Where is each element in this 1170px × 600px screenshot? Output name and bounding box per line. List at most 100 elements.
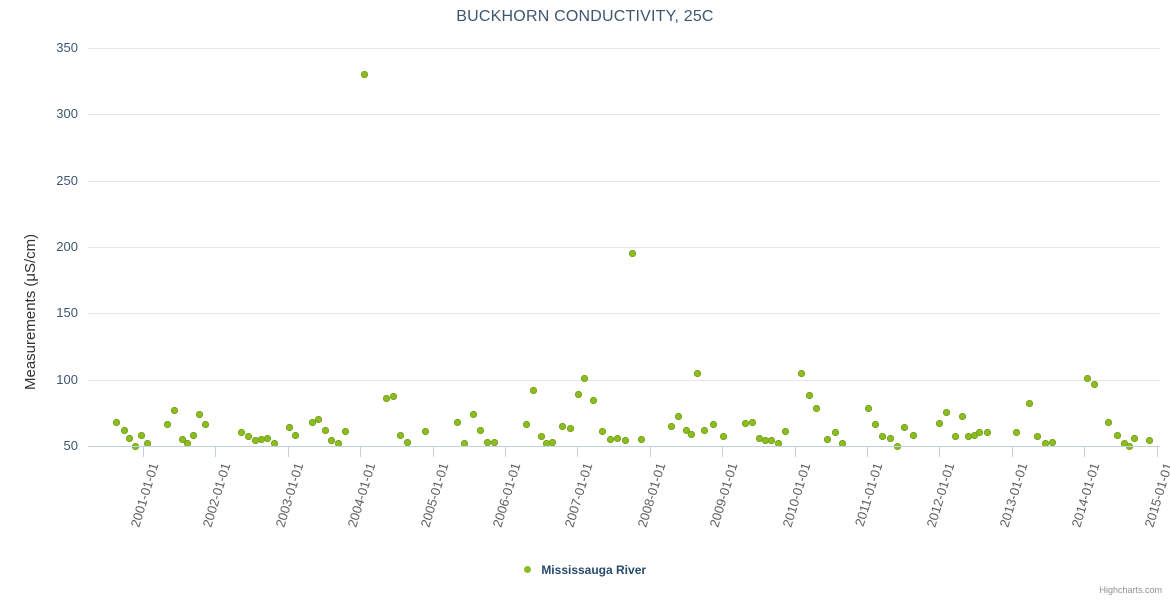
scatter-point[interactable] bbox=[469, 410, 477, 418]
scatter-point[interactable] bbox=[201, 421, 209, 429]
scatter-point[interactable] bbox=[397, 431, 405, 439]
scatter-point[interactable] bbox=[710, 421, 717, 429]
scatter-point[interactable] bbox=[682, 426, 690, 434]
scatter-point[interactable] bbox=[1012, 429, 1020, 437]
scatter-point[interactable] bbox=[668, 422, 676, 430]
scatter-point[interactable] bbox=[484, 438, 492, 446]
scatter-point[interactable] bbox=[523, 421, 531, 429]
scatter-point[interactable] bbox=[126, 434, 134, 442]
scatter-point[interactable] bbox=[566, 425, 574, 433]
scatter-point[interactable] bbox=[767, 437, 775, 445]
scatter-point[interactable] bbox=[720, 433, 728, 441]
scatter-point[interactable] bbox=[549, 438, 557, 446]
scatter-point[interactable] bbox=[264, 434, 272, 442]
scatter-point[interactable] bbox=[581, 374, 589, 382]
scatter-point[interactable] bbox=[1131, 434, 1139, 442]
scatter-point[interactable] bbox=[342, 427, 350, 435]
scatter-point[interactable] bbox=[543, 439, 551, 447]
scatter-point[interactable] bbox=[476, 426, 484, 434]
scatter-point[interactable] bbox=[120, 426, 128, 434]
scatter-point[interactable] bbox=[321, 426, 329, 434]
scatter-point[interactable] bbox=[775, 439, 783, 447]
scatter-point[interactable] bbox=[530, 386, 538, 394]
scatter-point[interactable] bbox=[327, 437, 335, 445]
scatter-point[interactable] bbox=[1034, 433, 1042, 441]
scatter-point[interactable] bbox=[460, 439, 468, 447]
scatter-point[interactable] bbox=[453, 418, 461, 426]
scatter-point[interactable] bbox=[701, 426, 709, 434]
scatter-point[interactable] bbox=[1090, 381, 1098, 389]
scatter-point[interactable] bbox=[491, 438, 499, 446]
scatter-point[interactable] bbox=[959, 413, 967, 421]
scatter-point[interactable] bbox=[694, 369, 702, 377]
scatter-point[interactable] bbox=[245, 433, 253, 441]
scatter-point[interactable] bbox=[598, 427, 606, 435]
scatter-point[interactable] bbox=[164, 421, 172, 429]
scatter-point[interactable] bbox=[537, 433, 545, 441]
scatter-point[interactable] bbox=[864, 405, 872, 413]
scatter-point[interactable] bbox=[271, 439, 279, 447]
scatter-point[interactable] bbox=[621, 437, 629, 445]
scatter-point[interactable] bbox=[195, 410, 203, 418]
scatter-point[interactable] bbox=[951, 433, 959, 441]
scatter-point[interactable] bbox=[404, 438, 412, 446]
scatter-point[interactable] bbox=[805, 392, 813, 400]
highcharts-credit[interactable]: Highcharts.com bbox=[1099, 585, 1162, 595]
scatter-point[interactable] bbox=[382, 394, 390, 402]
scatter-point[interactable] bbox=[1048, 438, 1056, 446]
scatter-point[interactable] bbox=[688, 430, 696, 438]
scatter-point[interactable] bbox=[252, 437, 260, 445]
scatter-point[interactable] bbox=[1041, 439, 1049, 447]
scatter-point[interactable] bbox=[258, 435, 266, 443]
scatter-point[interactable] bbox=[138, 431, 146, 439]
scatter-point[interactable] bbox=[838, 439, 846, 447]
scatter-point[interactable] bbox=[589, 397, 597, 405]
scatter-point[interactable] bbox=[976, 429, 984, 437]
scatter-point[interactable] bbox=[308, 418, 316, 426]
scatter-point[interactable] bbox=[143, 439, 151, 447]
scatter-point[interactable] bbox=[782, 427, 790, 435]
scatter-point[interactable] bbox=[607, 435, 615, 443]
scatter-point[interactable] bbox=[798, 369, 806, 377]
scatter-point[interactable] bbox=[1114, 431, 1121, 439]
scatter-point[interactable] bbox=[935, 419, 943, 427]
scatter-point[interactable] bbox=[1105, 418, 1113, 426]
scatter-point[interactable] bbox=[824, 435, 832, 443]
scatter-point[interactable] bbox=[879, 433, 887, 441]
scatter-point[interactable] bbox=[741, 419, 749, 427]
scatter-point[interactable] bbox=[812, 405, 820, 413]
scatter-point[interactable] bbox=[171, 406, 179, 414]
scatter-point[interactable] bbox=[628, 250, 636, 258]
scatter-point[interactable] bbox=[421, 427, 429, 435]
scatter-point[interactable] bbox=[361, 71, 369, 79]
scatter-point[interactable] bbox=[1145, 437, 1153, 445]
scatter-point[interactable] bbox=[614, 434, 622, 442]
scatter-point[interactable] bbox=[983, 429, 991, 437]
scatter-point[interactable] bbox=[637, 435, 645, 443]
scatter-point[interactable] bbox=[1083, 374, 1091, 382]
scatter-point[interactable] bbox=[970, 431, 978, 439]
scatter-point[interactable] bbox=[190, 431, 198, 439]
scatter-point[interactable] bbox=[184, 439, 192, 447]
scatter-point[interactable] bbox=[964, 433, 972, 441]
scatter-point[interactable] bbox=[575, 390, 583, 398]
scatter-point[interactable] bbox=[886, 434, 894, 442]
scatter-point[interactable] bbox=[756, 434, 764, 442]
scatter-point[interactable] bbox=[334, 439, 342, 447]
scatter-point[interactable] bbox=[943, 409, 951, 417]
scatter-point[interactable] bbox=[1121, 439, 1129, 447]
scatter-point[interactable] bbox=[291, 431, 299, 439]
scatter-point[interactable] bbox=[749, 418, 757, 426]
scatter-point[interactable] bbox=[901, 423, 909, 431]
scatter-point[interactable] bbox=[390, 393, 397, 401]
scatter-point[interactable] bbox=[872, 421, 880, 429]
scatter-point[interactable] bbox=[559, 422, 567, 430]
scatter-point[interactable] bbox=[1025, 400, 1033, 408]
scatter-point[interactable] bbox=[762, 437, 770, 445]
scatter-point[interactable] bbox=[831, 429, 839, 437]
scatter-point[interactable] bbox=[675, 413, 683, 421]
scatter-point[interactable] bbox=[314, 415, 322, 423]
scatter-point[interactable] bbox=[285, 423, 293, 431]
scatter-point[interactable] bbox=[113, 418, 121, 426]
legend-item-mississauga-river[interactable]: Mississauga River bbox=[523, 563, 646, 577]
